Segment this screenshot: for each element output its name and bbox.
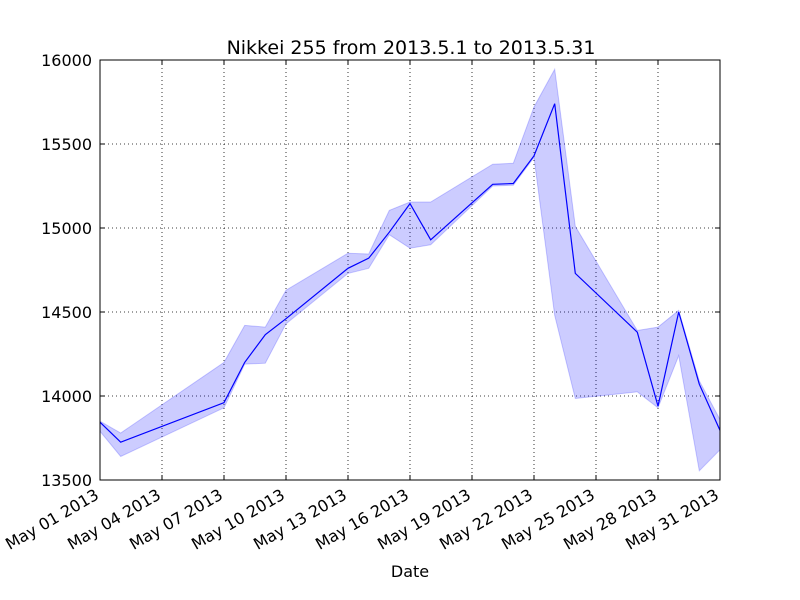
close-line (99, 103, 721, 443)
y-axis: 13500 14000 14500 15000 15500 16000 (41, 51, 720, 490)
y-tick-label: 15500 (41, 135, 92, 154)
y-tick-label: 14000 (41, 387, 92, 406)
y-tick-label: 14500 (41, 303, 92, 322)
y-tick-label: 16000 (41, 51, 92, 70)
chart-title: Nikkei 255 from 2013.5.1 to 2013.5.31 (227, 37, 596, 59)
y-tick-label: 15000 (41, 219, 92, 238)
y-tick-label: 13500 (41, 471, 92, 490)
x-axis-label: Date (391, 562, 429, 581)
close-series-line (99, 103, 721, 443)
